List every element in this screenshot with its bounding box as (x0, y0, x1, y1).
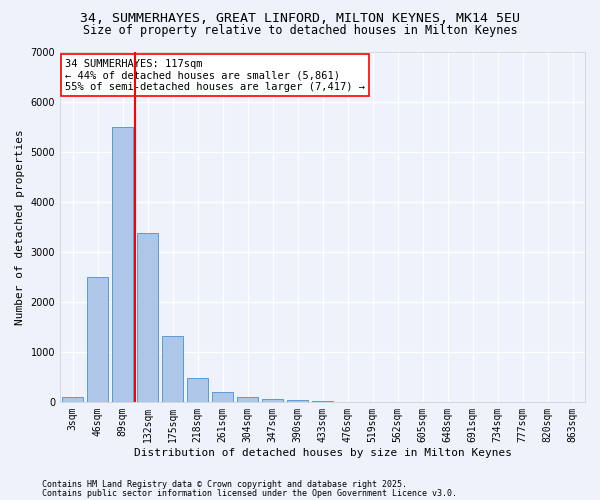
Bar (112, 126, 133, 402)
Bar (212, 392, 233, 402)
Bar (62, 397, 83, 402)
Text: Size of property relative to detached houses in Milton Keynes: Size of property relative to detached ho… (83, 24, 517, 37)
Bar (137, 232, 158, 402)
Text: 34, SUMMERHAYES, GREAT LINFORD, MILTON KEYNES, MK14 5EU: 34, SUMMERHAYES, GREAT LINFORD, MILTON K… (80, 12, 520, 26)
Bar (87, 276, 108, 402)
Bar (187, 378, 208, 402)
Bar (237, 397, 258, 402)
Bar (287, 400, 308, 402)
Text: Contains public sector information licensed under the Open Government Licence v3: Contains public sector information licen… (42, 488, 457, 498)
Bar (162, 336, 183, 402)
Text: 34 SUMMERHAYES: 117sqm
← 44% of detached houses are smaller (5,861)
55% of semi-: 34 SUMMERHAYES: 117sqm ← 44% of detached… (65, 58, 365, 92)
Bar (262, 399, 283, 402)
X-axis label: Distribution of detached houses by size in Milton Keynes: Distribution of detached houses by size … (134, 448, 512, 458)
Y-axis label: Number of detached properties: Number of detached properties (15, 129, 25, 324)
Text: Contains HM Land Registry data © Crown copyright and database right 2025.: Contains HM Land Registry data © Crown c… (42, 480, 407, 489)
